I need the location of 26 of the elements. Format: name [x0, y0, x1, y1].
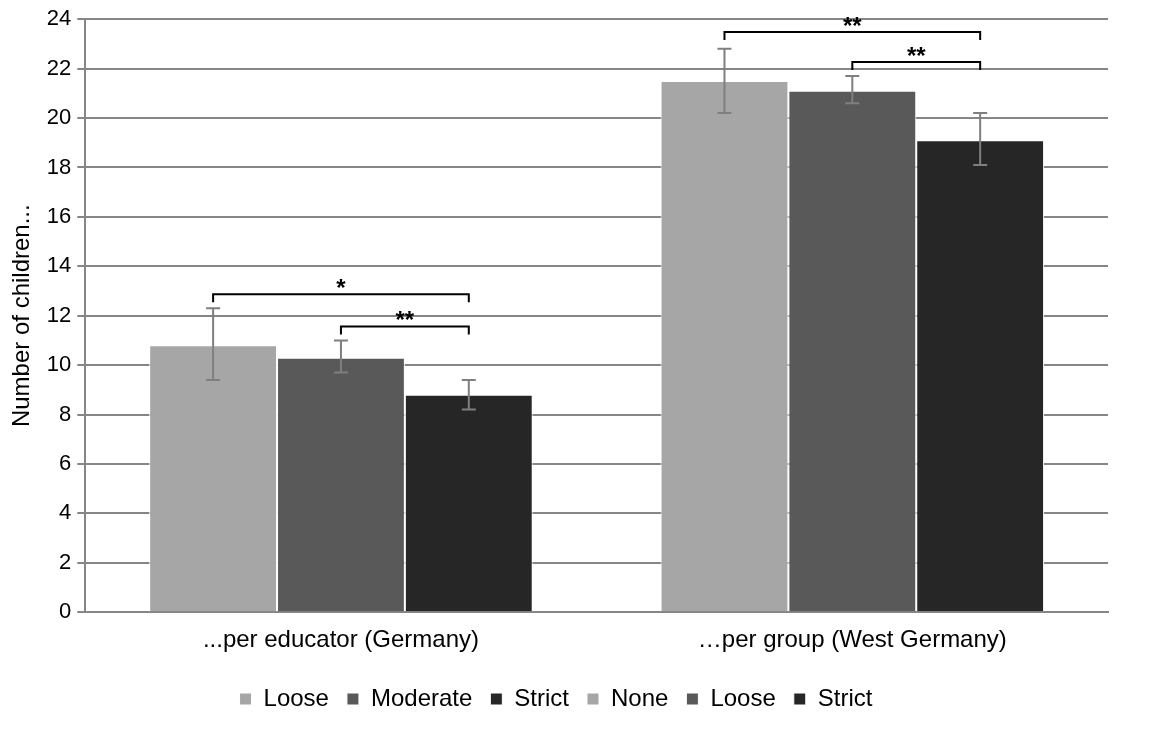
y-tick-label: 22 [46, 54, 72, 80]
y-tick-label: 10 [46, 351, 72, 377]
legend-label: Loose [710, 683, 776, 711]
y-tick-label: 14 [46, 252, 72, 278]
legend-label: Loose [263, 683, 329, 711]
y-tick-label: 24 [46, 5, 72, 31]
y-tick-label: 6 [59, 450, 72, 476]
y-tick-label: 12 [46, 301, 72, 327]
y-tick-label: 16 [46, 202, 72, 228]
y-tick-label: 20 [46, 104, 72, 130]
legend-label: Strict [514, 683, 570, 711]
y-tick-label: 0 [59, 598, 72, 624]
x-tick-label: …per group (West Germany) [697, 625, 1007, 653]
annotation: ** [395, 306, 415, 334]
legend-label: Moderate [370, 683, 473, 711]
y-tick-label: 2 [59, 548, 72, 574]
y-axis-title: Number of children... [7, 204, 35, 428]
legend-label: None [611, 683, 669, 711]
annotation: ** [906, 42, 927, 70]
annotation: ** [842, 12, 863, 40]
legend-label: Strict [817, 683, 873, 711]
x-tick-label: ...per educator (Germany) [202, 625, 480, 653]
y-tick-label: 4 [59, 499, 72, 525]
annotation: * [336, 274, 347, 302]
y-tick-label: 18 [46, 153, 72, 179]
y-tick-label: 8 [59, 400, 72, 426]
